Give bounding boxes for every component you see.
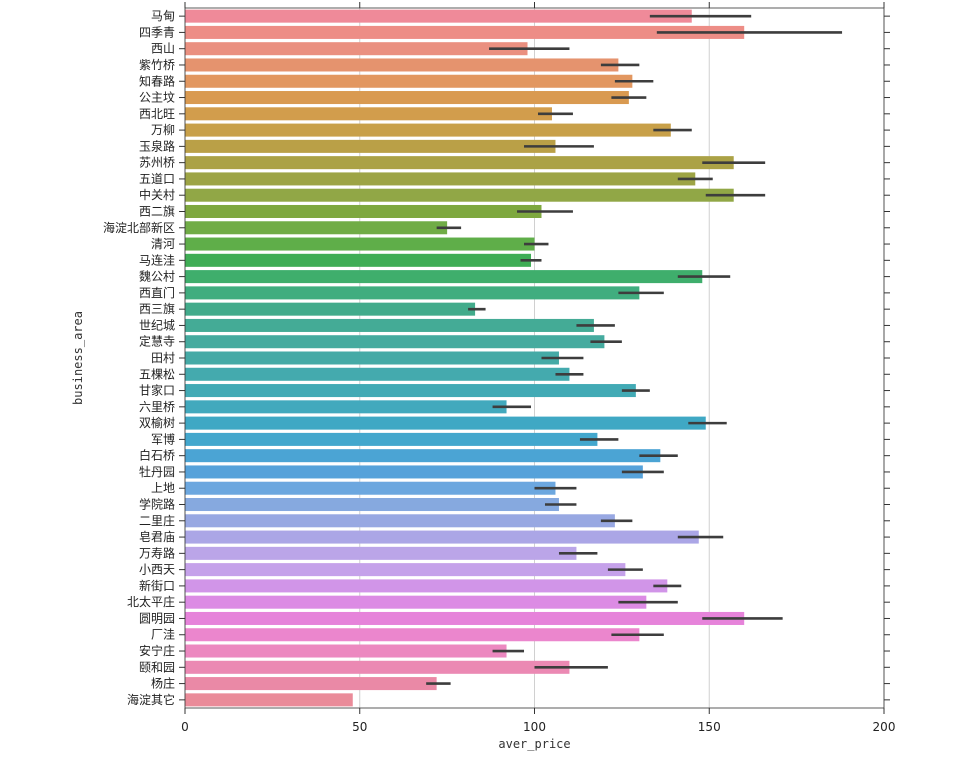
y-tick-label: 双榆树 [139,415,175,430]
bar-36 [185,595,647,609]
y-tick-label: 厂洼 [151,628,175,642]
y-tick-label: 安宁庄 [139,643,175,658]
x-axis-label: aver_price [498,737,570,751]
bar-29 [185,481,556,495]
bar-16 [185,270,703,284]
x-axis-ticks: 0 50 100 150 200 [181,2,895,734]
y-tick-label: 紫竹桥 [139,58,175,72]
bar-23 [185,384,636,398]
x-tick-label: 50 [352,720,367,734]
bar-22 [185,367,570,381]
bar-42 [185,693,353,707]
y-tick-label: 西二旗 [139,203,175,218]
bar-25 [185,416,706,430]
y-tick-label: 公主坟 [139,91,175,105]
y-tick-label: 西北旺 [139,107,175,121]
bar-17 [185,286,640,300]
y-tick-label: 军博 [151,431,175,446]
y-tick-label: 牡丹园 [139,464,175,479]
y-tick-label: 万寿路 [139,545,175,560]
bar-6 [185,107,552,121]
y-tick-label: 清河 [151,237,175,251]
bar-1 [185,25,745,39]
y-axis-ticks: 马甸四季青西山紫竹桥知春路公主坟西北旺万柳玉泉路苏州桥五道口中关村西二旗海淀北部… [103,9,890,707]
y-tick-label: 五道口 [139,172,175,186]
x-tick-label: 0 [181,720,189,734]
y-tick-label: 皂君庙 [139,530,175,544]
bar-20 [185,335,605,349]
y-tick-label: 西三旗 [139,301,175,316]
bar-35 [185,579,668,593]
y-tick-label: 颐和园 [139,660,175,674]
bar-40 [185,660,570,674]
y-tick-label: 四季青 [139,25,175,39]
bar-18 [185,302,476,316]
bar-14 [185,237,535,251]
bar-34 [185,563,626,577]
bar-13 [185,221,448,235]
y-tick-label: 北太平庄 [127,594,175,609]
y-tick-label: 田村 [151,351,175,365]
bar-4 [185,74,633,88]
bar-10 [185,172,696,186]
bar-21 [185,351,559,365]
y-tick-label: 甘家口 [139,383,175,398]
bar-27 [185,449,661,463]
bar-15 [185,253,532,267]
y-tick-label: 六里桥 [139,400,175,414]
bar-38 [185,628,640,642]
bar-41 [185,677,437,691]
bar-39 [185,644,507,658]
bars [185,9,745,707]
bar-8 [185,139,556,153]
y-tick-label: 杨庄 [151,676,175,691]
y-tick-label: 定慧寺 [139,334,175,349]
y-tick-label: 五棵松 [139,366,175,381]
y-tick-label: 知春路 [139,73,175,88]
y-tick-label: 马连洼 [139,252,175,267]
y-axis-label: business_area [71,311,85,405]
bar-30 [185,498,559,512]
bar-28 [185,465,643,479]
y-tick-label: 苏州桥 [139,156,175,170]
y-tick-label: 玉泉路 [139,138,175,153]
error-bars [426,14,843,685]
x-tick-label: 200 [873,720,896,734]
y-tick-label: 海淀北部新区 [103,220,175,235]
bar-26 [185,432,598,446]
bar-5 [185,91,629,105]
bar-31 [185,514,615,528]
bar-3 [185,58,619,72]
y-tick-label: 学院路 [139,497,175,512]
y-tick-label: 小西天 [139,563,175,577]
y-tick-label: 海淀其它 [127,692,175,707]
bar-24 [185,400,507,414]
y-tick-label: 西直门 [139,285,175,300]
y-tick-label: 中关村 [139,187,175,202]
y-tick-label: 圆明园 [139,611,175,625]
y-tick-label: 魏公村 [139,269,175,284]
y-tick-label: 白石桥 [139,448,175,463]
bar-12 [185,204,542,218]
y-tick-label: 万柳 [151,123,175,137]
y-tick-label: 世纪城 [139,318,175,332]
y-tick-label: 西山 [151,42,175,56]
y-tick-label: 新街口 [139,578,175,593]
y-tick-label: 上地 [151,481,175,495]
y-tick-label: 二里庄 [139,513,175,528]
bar-0 [185,9,692,23]
bar-33 [185,546,577,560]
x-tick-label: 150 [698,720,721,734]
bar-11 [185,188,734,202]
x-tick-label: 100 [523,720,546,734]
bar-9 [185,156,734,170]
bar-19 [185,318,594,332]
bar-37 [185,611,745,625]
bar-2 [185,42,528,56]
bar-32 [185,530,699,544]
bar-7 [185,123,671,137]
y-tick-label: 马甸 [151,9,175,23]
